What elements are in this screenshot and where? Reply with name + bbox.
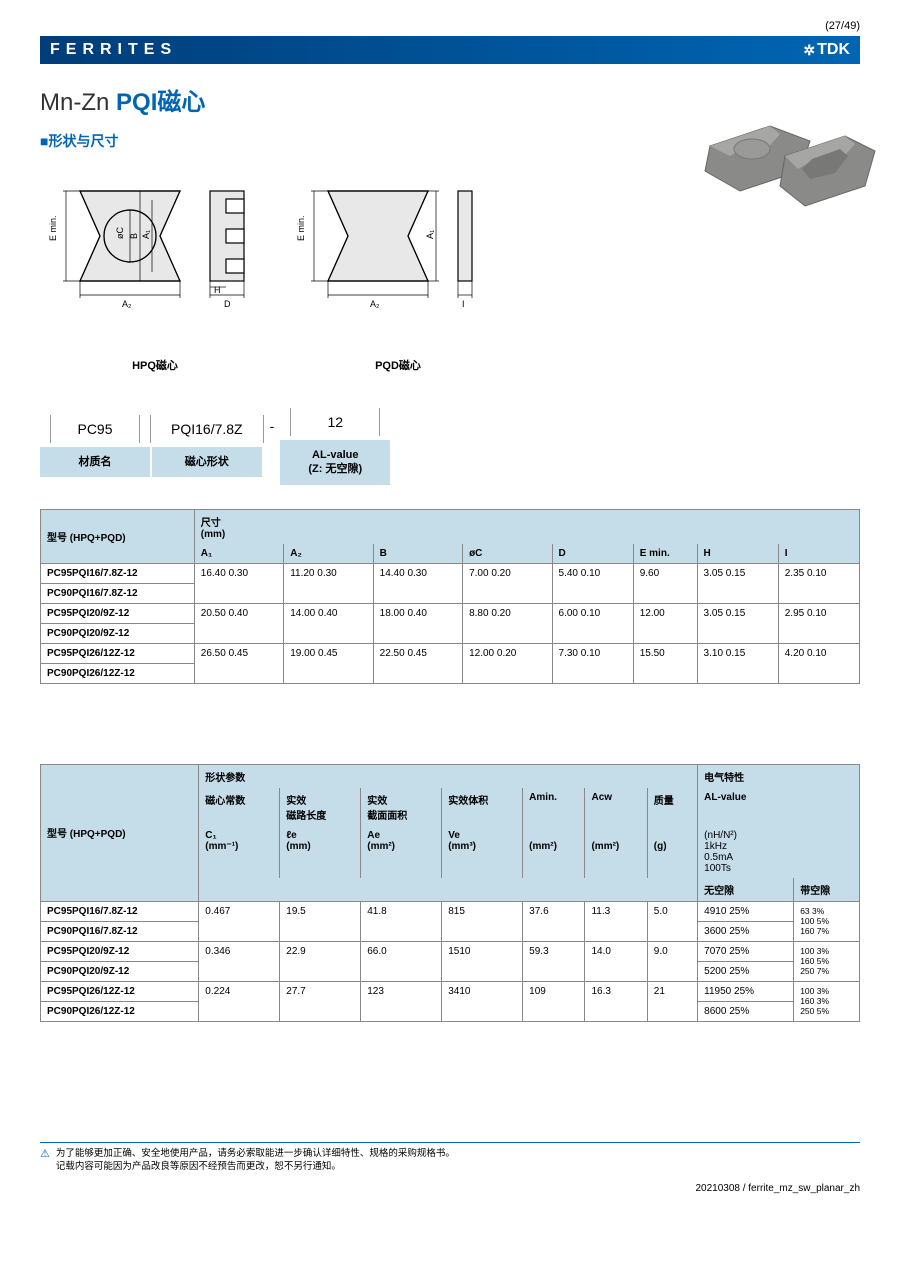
warning-icon: ⚠ [40,1147,50,1174]
title-pqi: PQI [116,89,157,116]
svg-text:H: H [214,285,221,295]
naming-al: 12 AL-value (Z: 无空隙) [280,408,390,485]
hpq-label: HPQ磁心 [40,357,270,373]
naming-dash: - [264,412,281,434]
logo-gear-icon: ✲ [803,42,815,59]
svg-text:E min.: E min. [296,215,306,241]
svg-text:A₁: A₁ [425,230,435,239]
dimensions-table: 型号 (HPQ+PQD) 尺寸 (mm) A₁A₂BøCDE min.HI PC… [40,509,860,684]
footer-id: 20210308 / ferrite_mz_sw_planar_zh [40,1183,860,1194]
hpq-diagram: E min. A₂ øC B A₁ H D HPQ磁心 [40,161,270,373]
naming-convention: PC95 材质名 PQI16/7.8Z 磁心形状 - 12 AL-value (… [40,408,860,485]
tdk-logo: ✲TDK [803,41,850,59]
svg-text:A₂: A₂ [122,299,132,309]
header-bar: FERRITES ✲TDK [40,36,860,64]
svg-text:A₁: A₁ [141,230,151,239]
brand-text: TDK [817,41,850,59]
svg-text:B: B [129,233,139,239]
footer-note: ⚠ 为了能够更加正确、安全地使用产品，请务必索取能进一步确认详细特性、规格的采购… [40,1142,860,1174]
naming-material: PC95 材质名 [40,415,150,477]
svg-text:D: D [224,299,231,309]
page-number: (27/49) [40,20,860,32]
svg-text:A₂: A₂ [370,299,380,309]
svg-text:I: I [462,299,465,309]
naming-shape: PQI16/7.8Z 磁心形状 [150,415,264,477]
svg-text:øC: øC [115,227,125,239]
product-photo [690,101,880,224]
title-mnzn: Mn-Zn [40,89,109,116]
pqd-label: PQD磁心 [288,357,508,373]
pqd-diagram: E min. A₂ A₁ I PQD磁心 [288,161,508,373]
parameters-table: 型号 (HPQ+PQD) 形状参数 电气特性 磁心常数 实效 磁路长度 实效 截… [40,764,860,1022]
svg-text:E min.: E min. [48,215,58,241]
header-title: FERRITES [50,41,177,59]
title-cn: 磁心 [157,89,205,116]
diagrams-row: E min. A₂ øC B A₁ H D HPQ磁心 [40,161,860,373]
